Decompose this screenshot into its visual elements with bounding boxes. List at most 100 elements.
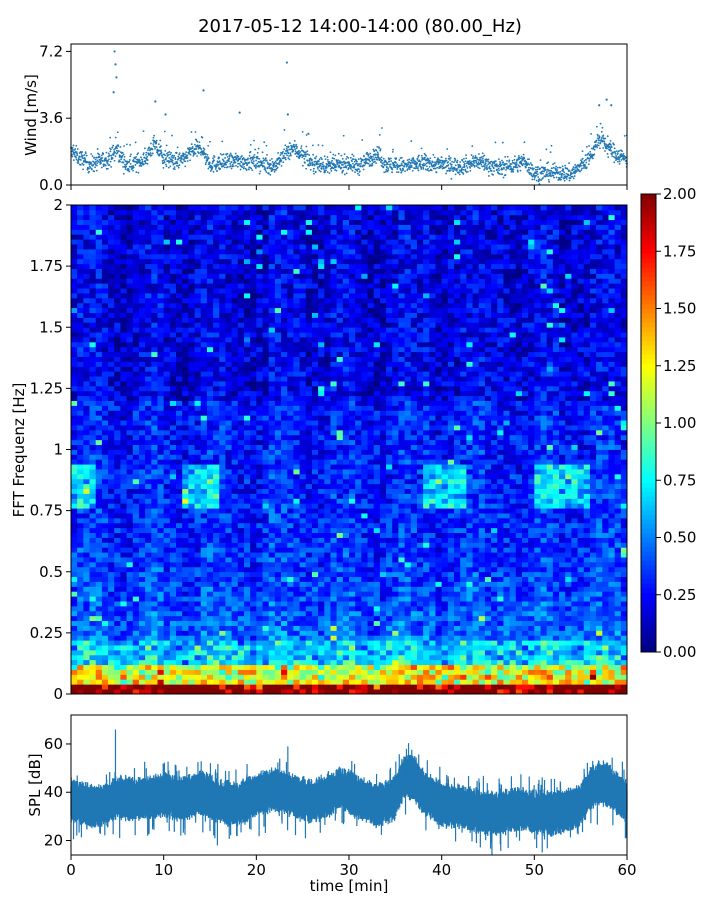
spectrogram-cell — [145, 341, 152, 348]
wind-point — [96, 148, 99, 150]
spectrogram-cell — [126, 596, 134, 602]
spectrogram-cell — [169, 405, 177, 411]
wind-point — [507, 167, 510, 170]
spectrogram-cell — [169, 425, 177, 431]
spectrogram-cell — [95, 557, 103, 563]
spectrogram-cell — [95, 258, 103, 265]
spectrogram-cell — [219, 439, 226, 446]
spectrogram-cell — [157, 268, 165, 274]
spectrogram-cell — [126, 420, 134, 426]
spectrogram-cell — [77, 513, 84, 519]
spectrogram-cell — [120, 454, 127, 460]
spectrogram-cell — [176, 337, 183, 343]
wind-point — [115, 149, 118, 152]
spectrogram-cell — [157, 513, 165, 519]
spectrogram-cell — [114, 337, 121, 343]
wind-point — [185, 151, 188, 154]
spectrogram-cell — [126, 366, 134, 372]
wind-point — [380, 156, 383, 159]
spectrogram-cell — [120, 630, 127, 636]
spectrogram-cell — [169, 620, 177, 626]
wind-point — [361, 139, 364, 141]
spectrogram-cell — [219, 332, 226, 338]
wind-point — [559, 177, 561, 179]
wind-point — [252, 160, 255, 163]
spectrogram-cell — [188, 381, 195, 387]
wind-point — [494, 160, 497, 163]
spectrogram-cell — [83, 635, 90, 641]
wind-point — [317, 163, 320, 166]
spectrogram-cell — [182, 420, 189, 426]
spectrogram-cell — [157, 420, 165, 426]
spectrogram-cell — [163, 293, 171, 299]
spectrogram-cell — [213, 478, 220, 485]
spectrogram-cell — [188, 376, 195, 382]
spectrogram-cell — [176, 444, 183, 450]
wind-point — [502, 176, 505, 179]
spectrogram-cell — [108, 654, 115, 661]
spectrogram-cell — [200, 464, 208, 470]
wind-point — [253, 156, 256, 159]
spectrogram-cell — [138, 684, 146, 690]
wind-point — [439, 161, 442, 164]
spectrogram-cell — [145, 581, 152, 587]
spectrogram-cell — [163, 459, 171, 465]
spectrogram-cell — [83, 420, 90, 426]
spectrogram-cell — [95, 273, 103, 279]
spectrogram-cell — [176, 332, 183, 338]
spectrogram-cell — [176, 249, 183, 255]
wind-point — [248, 155, 251, 157]
spectrogram-cell — [194, 439, 202, 446]
wind-point — [481, 165, 484, 168]
wind-point — [447, 167, 450, 170]
spectrogram-cell — [206, 483, 214, 490]
spectrogram-cell — [163, 219, 171, 225]
spectrogram-cell — [206, 390, 214, 397]
wind-point — [374, 156, 377, 159]
spectrogram-cell — [151, 478, 158, 485]
spectrogram-cell — [89, 493, 97, 499]
spectrogram-cell — [213, 591, 220, 597]
spectrogram-cell — [114, 346, 121, 353]
wind-point — [108, 154, 111, 157]
spectrogram-cell — [132, 605, 140, 612]
spectrogram-cell — [163, 649, 171, 656]
wind-point — [219, 168, 222, 170]
spectrogram-cell — [169, 273, 177, 279]
wind-point — [461, 159, 464, 162]
spectrogram-cell — [200, 381, 208, 387]
wind-point — [351, 169, 354, 172]
spectrogram-cell — [176, 508, 183, 514]
spectrogram-cell — [213, 640, 220, 646]
spectrogram-cell — [108, 635, 115, 641]
spectrogram-cell — [126, 469, 134, 475]
spectrogram-cell — [138, 381, 146, 387]
spectrogram-cell — [145, 253, 152, 260]
spectrogram-cell — [219, 596, 226, 602]
spectrogram-cell — [157, 332, 165, 338]
wind-point — [493, 170, 495, 173]
spectrogram-cell — [126, 337, 134, 343]
spectrogram-cell — [169, 327, 177, 333]
spectrogram-cell — [108, 307, 115, 313]
spectrogram-cell — [101, 503, 109, 509]
spectrogram-cell — [83, 425, 90, 431]
spectrogram-cell — [169, 283, 177, 289]
wind-point — [151, 148, 154, 151]
spectrogram-cell — [157, 640, 165, 646]
spectrogram-cell — [225, 503, 233, 509]
spectrogram-cell — [108, 571, 115, 578]
spectrogram-cell — [101, 635, 109, 641]
spectrogram-cell — [114, 288, 121, 294]
spectrogram-cell — [194, 586, 202, 592]
spectrogram-cell — [89, 327, 97, 333]
spectrogram-cell — [101, 640, 109, 646]
wind-point — [222, 164, 225, 167]
spectrogram-cell — [132, 341, 140, 348]
spectrogram-cell — [194, 625, 202, 631]
wind-point — [122, 172, 125, 175]
wind-point — [320, 168, 323, 170]
spectrogram-cell — [200, 684, 208, 690]
spectrogram-cell — [101, 552, 109, 558]
spectrogram-cell — [120, 337, 127, 343]
